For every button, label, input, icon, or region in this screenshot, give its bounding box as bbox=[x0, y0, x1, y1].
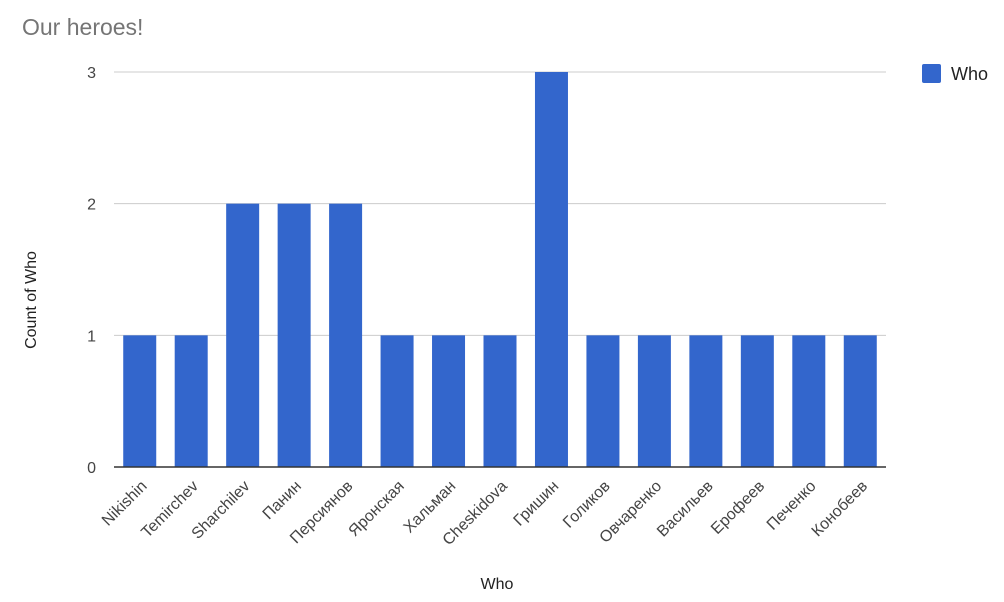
x-tick-label: Голиков bbox=[560, 478, 614, 532]
x-axis-label: Who bbox=[481, 576, 514, 593]
legend-label: Who bbox=[951, 64, 988, 84]
bars bbox=[123, 72, 877, 467]
y-axis-ticks: 0 1 2 3 bbox=[87, 65, 96, 477]
bar bbox=[226, 203, 260, 467]
x-tick-label: Конобеев bbox=[809, 478, 871, 540]
bar bbox=[637, 335, 671, 467]
x-tick-label: Васильев bbox=[654, 478, 717, 541]
bar bbox=[689, 335, 723, 467]
x-tick-label: Панин bbox=[260, 478, 305, 523]
x-tick-label: Ерофеев bbox=[708, 478, 768, 538]
bar bbox=[534, 72, 568, 467]
bar bbox=[432, 335, 466, 467]
bar bbox=[792, 335, 826, 467]
chart-title: Our heroes! bbox=[22, 14, 144, 40]
bar bbox=[329, 203, 363, 467]
bar bbox=[483, 335, 517, 467]
x-tick-label: Гришин bbox=[511, 478, 563, 530]
bar bbox=[277, 203, 311, 467]
y-tick-label: 0 bbox=[87, 460, 96, 477]
y-tick-label: 2 bbox=[87, 197, 96, 214]
bar bbox=[123, 335, 157, 467]
y-tick-label: 3 bbox=[87, 65, 96, 82]
bar bbox=[843, 335, 877, 467]
x-tick-label: Яронская bbox=[346, 478, 408, 540]
legend: Who bbox=[922, 64, 988, 84]
y-tick-label: 1 bbox=[87, 328, 96, 345]
bar bbox=[174, 335, 208, 467]
legend-swatch bbox=[922, 64, 941, 83]
x-tick-label: Nikishin bbox=[99, 478, 151, 530]
bar bbox=[740, 335, 774, 467]
y-axis-label: Count of Who bbox=[23, 251, 40, 349]
bar bbox=[380, 335, 414, 467]
bar bbox=[586, 335, 620, 467]
